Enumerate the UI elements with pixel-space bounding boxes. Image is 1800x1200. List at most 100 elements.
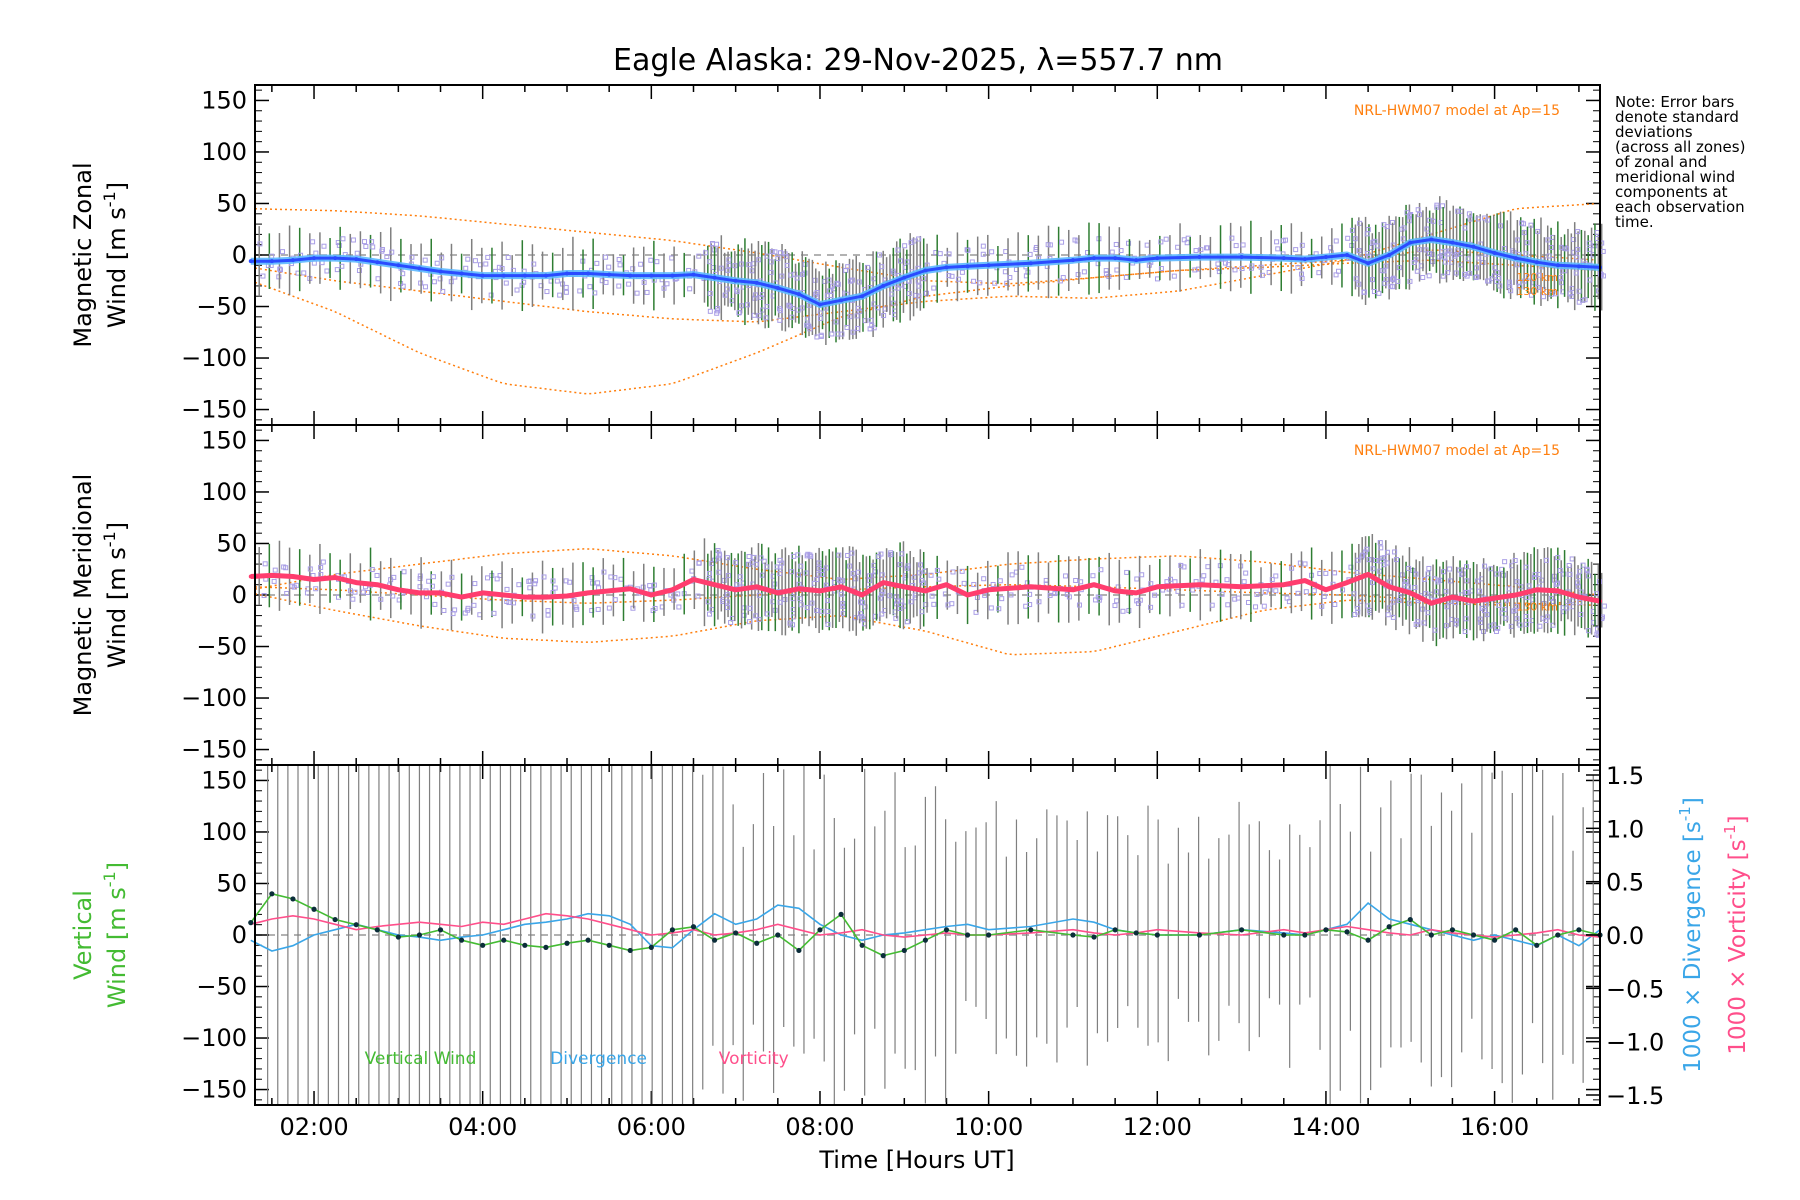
meridional-model-curve: [254, 584, 1596, 606]
zonal-obs-point: [1081, 269, 1087, 275]
vertical-wind-point: [669, 927, 676, 933]
meridional-obs-point: [724, 592, 730, 598]
meridional-obs-point: [1321, 593, 1327, 599]
meridional-obs-point: [797, 596, 803, 602]
meridional-obs-point: [1167, 576, 1173, 582]
zonal-mean-point: [986, 263, 991, 268]
vertical-units: Wind [m s: [103, 887, 131, 1008]
zonal-obs-point: [1548, 291, 1554, 297]
zonal-obs-point: [1540, 286, 1546, 292]
zonal-obs-point: [1507, 279, 1513, 285]
vertical-wind-point: [501, 937, 507, 943]
zonal-mean-point: [796, 292, 801, 297]
zonal-obs-point: [1060, 275, 1066, 281]
zonal-obs-point: [904, 259, 910, 265]
meridional-obs-point: [1483, 601, 1489, 607]
vertical-wind-point: [880, 953, 886, 959]
zonal-obs-point: [496, 264, 502, 270]
zonal-obs-point: [1215, 261, 1221, 267]
vertical-wind-point: [922, 937, 928, 943]
meridional-mean-point: [1113, 588, 1118, 593]
zonal-obs-point: [1447, 248, 1453, 254]
meridional-mean-point: [543, 595, 548, 600]
meridional-obs-point: [1384, 549, 1390, 555]
zonal-obs-point: [1430, 218, 1436, 224]
meridional-obs-point: [1432, 627, 1438, 633]
meridional-obs-point: [1484, 612, 1490, 618]
meridional-obs-point: [391, 574, 397, 580]
zonal-obs-point: [764, 253, 770, 259]
zonal-obs-point: [499, 266, 505, 272]
meridional-y-axis-label-line1: Magnetic Meridional: [69, 474, 97, 717]
meridional-obs-point: [1076, 602, 1082, 608]
meridional-y-axis-label: Magnetic Meridional Wind [m s-1]: [69, 474, 131, 717]
zonal-obs-point: [707, 291, 713, 297]
meridional-obs-point: [695, 593, 701, 599]
zonal-mean-point: [312, 256, 317, 261]
meridional-obs-point: [1412, 585, 1418, 591]
zonal-mean-point: [839, 298, 844, 303]
meridional-obs-point: [705, 599, 711, 605]
meridional-y-axis-label-units: Wind [m s: [103, 547, 131, 668]
zonal-obs-point: [1002, 269, 1008, 275]
right-ytick-label: 1.0: [1606, 815, 1644, 843]
zonal-obs-point: [1558, 275, 1564, 281]
meridional-mean-point: [628, 586, 633, 591]
meridional-obs-point: [533, 578, 539, 584]
vertical-y-axis-label: Vertical Wind [m s-1]: [69, 862, 131, 1008]
vorticity-axis-label: 1000 × Vorticity [s-1]: [1721, 815, 1751, 1054]
zonal-obs-point: [1184, 240, 1190, 246]
meridional-obs-point: [999, 596, 1005, 602]
zonal-obs-point: [817, 315, 823, 321]
meridional-obs-point: [1512, 557, 1518, 563]
zonal-obs-point: [1114, 267, 1120, 273]
meridional-obs-point: [1567, 571, 1573, 577]
zonal-obs-point: [350, 237, 356, 243]
vertical-ytick-label: 50: [216, 869, 247, 897]
meridional-obs-point: [1543, 617, 1549, 623]
zonal-obs-point: [764, 304, 770, 310]
meridional-ytick-label: 100: [201, 478, 247, 506]
zonal-obs-point: [786, 302, 792, 308]
zonal-obs-point: [855, 305, 861, 311]
zonal-obs-point: [1113, 241, 1119, 247]
zonal-obs-point: [1057, 278, 1063, 284]
meridional-obs-point: [1506, 586, 1512, 592]
zonal-obs-point: [336, 242, 342, 248]
meridional-obs-point: [1402, 581, 1408, 587]
note-line: Note: Error bars: [1615, 93, 1735, 111]
meridional-obs-point: [1443, 588, 1449, 594]
zonal-altitude-label: 130 km: [1516, 285, 1558, 298]
vertical-wind-point: [775, 932, 781, 938]
vertical-wind-point: [1513, 927, 1519, 933]
meridional-mean-point: [269, 573, 274, 578]
vertical-wind-point: [1407, 916, 1413, 923]
meridional-obs-point: [1303, 589, 1309, 595]
meridional-obs-point: [879, 572, 885, 578]
zonal-obs-point: [1546, 253, 1552, 259]
meridional-obs-point: [777, 570, 783, 576]
meridional-obs-point: [1027, 591, 1033, 597]
zonal-obs-point: [777, 250, 783, 256]
meridional-obs-point: [1403, 579, 1409, 585]
zonal-obs-point: [531, 261, 537, 267]
zonal-obs-point: [826, 277, 832, 283]
zonal-mean-point: [1028, 261, 1033, 266]
zonal-mean-point: [775, 285, 780, 290]
meridional-obs-point: [961, 580, 967, 586]
meridional-obs-point: [1518, 584, 1524, 590]
vertical-wind-point: [1112, 927, 1118, 933]
vertical-wind-point: [838, 911, 844, 917]
zonal-obs-point: [1440, 273, 1446, 279]
zonal-obs-point: [514, 287, 520, 293]
zonal-obs-point: [732, 263, 738, 269]
x-tick-label: 16:00: [1460, 1113, 1529, 1141]
meridional-mean-point: [354, 580, 359, 585]
meridional-obs-point: [1406, 600, 1412, 606]
zonal-mean-point: [417, 266, 422, 271]
zonal-mean-point: [586, 271, 591, 276]
meridional-obs-point: [369, 567, 375, 573]
zonal-obs-point: [805, 316, 811, 322]
zonal-obs-point: [724, 286, 730, 292]
zonal-obs-point: [563, 284, 569, 290]
